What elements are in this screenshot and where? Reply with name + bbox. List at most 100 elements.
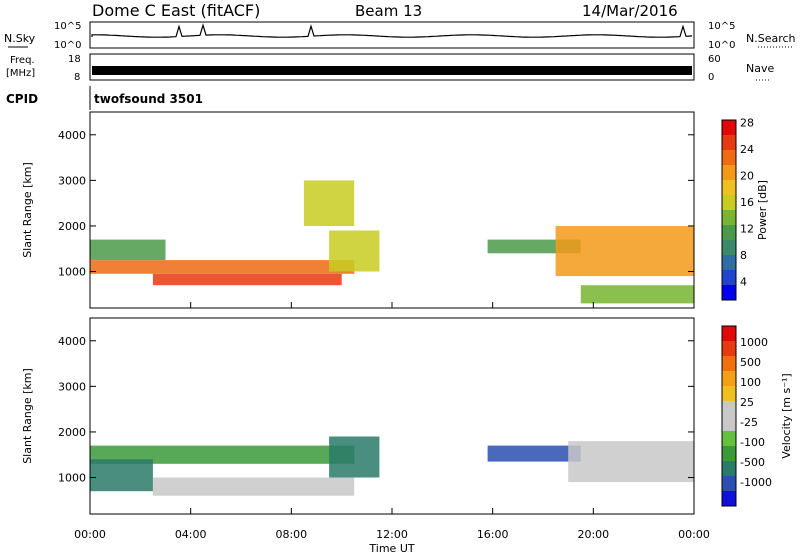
colorbar-swatch [722,446,736,461]
velocity-echoes [90,436,694,496]
date-label: 14/Mar/2016 [582,2,678,20]
velocity-colorbar: 1000 500 100 25 -25 -100 -500 -1000 [721,325,772,507]
colorbar-tick-label: 4 [740,276,747,289]
velocity-yticks: 1000 2000 3000 4000 [58,335,694,485]
echo-region [303,180,355,226]
nsearch-tick-low: 10^0 [708,40,735,51]
colorbar-swatch [722,135,736,150]
nsky-trace [91,23,693,38]
x-tick-label: 04:00 [175,528,207,541]
nave-label: Nave [746,62,774,75]
colorbar-swatch [722,356,736,371]
colorbar-swatch [722,401,736,416]
nsearch-tick-high: 10^5 [708,21,735,32]
cpid-label: CPID [6,92,38,106]
colorbar-tick-label: -25 [740,416,758,429]
freq-trace [92,66,692,75]
echo-region [90,445,355,464]
colorbar-swatch [722,476,736,491]
y-tick-label: 2000 [58,220,86,233]
colorbar-swatch [722,431,736,446]
x-tick-label: 20:00 [577,528,609,541]
freq-tick-low: 8 [74,72,80,83]
colorbar-swatch [722,270,736,285]
x-tick-label: 00:00 [678,528,710,541]
power-colorbar: 4 8 12 16 20 24 28 [721,117,754,301]
time-xticks: 00:00 04:00 08:00 12:00 16:00 20:00 00:00 [74,302,710,541]
y-tick-label: 4000 [58,335,86,348]
nsky-panel: N.Sky 10^5 10^0 10^5 10^0 N.Search [4,21,796,51]
colorbar-swatch [722,210,736,225]
colorbar-tick-label: 24 [740,143,754,156]
freq-label: Freq. [10,55,35,66]
colorbar-tick-label: -500 [740,456,765,469]
freq-unit: [MHz] [6,68,35,79]
colorbar-tick-label: -100 [740,436,765,449]
freq-panel: Freq. [MHz] 18 8 60 0 Nave [6,53,774,83]
y-tick-label: 1000 [58,472,86,485]
power-echoes [90,180,695,304]
power-yticks: 1000 2000 3000 4000 [58,129,694,279]
x-tick-label: 00:00 [74,528,106,541]
colorbar-tick-label: 16 [740,196,754,209]
colorbar-swatch [722,341,736,356]
freq-tick-high: 18 [68,54,81,65]
nsearch-label: N.Search [746,32,796,45]
colorbar-swatch [722,461,736,476]
colorbar-swatch [722,240,736,255]
colorbar-tick-label: 25 [740,396,754,409]
colorbar-frame [721,119,737,301]
colorbar-swatch [722,120,736,135]
echo-region [90,459,153,492]
nsky-label: N.Sky [4,32,36,45]
echo-region [568,441,694,483]
power-colorbar-label: Power [dB] [756,180,769,240]
y-tick-label: 3000 [58,380,86,393]
echo-region [90,260,355,274]
y-tick-label: 1000 [58,266,86,279]
colorbar-swatch [722,165,736,180]
time-xlabel: Time UT [368,542,414,554]
nave-tick-high: 60 [708,54,721,65]
echo-region [329,436,380,478]
colorbar-swatch [722,491,736,506]
colorbar-tick-label: -1000 [740,476,772,489]
colorbar-swatch [722,255,736,270]
colorbar-tick-label: 100 [740,376,761,389]
colorbar-tick-label: 20 [740,170,754,183]
echo-region [580,285,695,304]
x-tick-label: 16:00 [477,528,509,541]
colorbar-tick-label: 12 [740,223,754,236]
velocity-ylabel: Slant Range [km] [21,368,34,464]
beam-label: Beam 13 [355,2,422,20]
velocity-panel: 1000 2000 3000 4000 Slant Range [km] 1000 50… [21,302,793,554]
colorbar-swatch [722,386,736,401]
echo-region [152,477,355,496]
plot-title: Dome C East (fitACF) [92,1,260,20]
power-ylabel: Slant Range [km] [21,162,34,258]
colorbar-swatch [722,285,736,300]
colorbar-tick-label: 8 [740,249,747,262]
cpid-panel: CPID twofsound 3501 [6,86,203,110]
echo-region [487,445,581,462]
x-tick-label: 08:00 [275,528,307,541]
power-panel: 1000 2000 3000 4000 Slant Range [km] 4 8 12 16… [21,111,769,309]
colorbar-swatch [722,416,736,431]
colorbar-tick-label: 500 [740,356,761,369]
y-tick-label: 2000 [58,426,86,439]
velocity-colorbar-label: Velocity [m s⁻¹] [780,373,793,458]
y-tick-label: 3000 [58,174,86,187]
colorbar-frame [721,325,737,507]
colorbar-swatch [722,180,736,195]
colorbar-swatch [722,371,736,386]
echo-region [90,239,166,261]
y-tick-label: 4000 [58,129,86,142]
echo-region [329,230,380,272]
colorbar-tick-label: 1000 [740,336,768,349]
colorbar-swatch [722,195,736,210]
colorbar-swatch [722,225,736,240]
nsky-tick-low: 10^0 [54,40,81,51]
nsky-tick-high: 10^5 [54,21,81,32]
x-tick-label: 12:00 [376,528,408,541]
